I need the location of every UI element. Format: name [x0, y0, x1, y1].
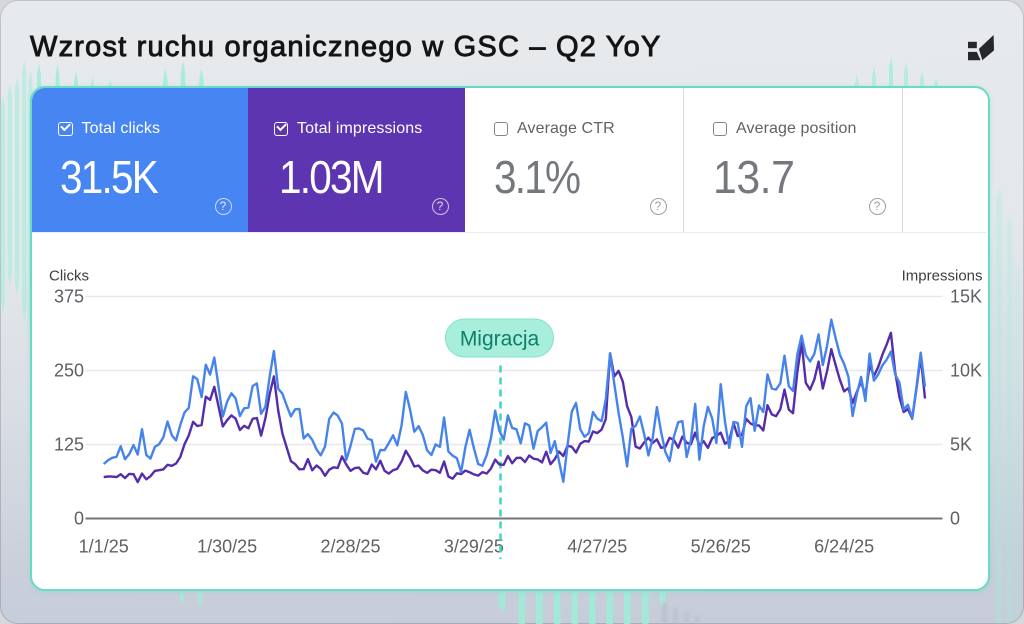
svg-text:125: 125: [54, 435, 84, 455]
svg-text:Impressions: Impressions: [902, 268, 983, 285]
svg-text:2/28/25: 2/28/25: [320, 537, 380, 557]
svg-text:3/29/25: 3/29/25: [444, 537, 504, 557]
svg-text:0: 0: [74, 509, 84, 529]
svg-text:5K: 5K: [950, 435, 972, 455]
svg-text:15K: 15K: [950, 287, 982, 307]
svg-text:10K: 10K: [950, 361, 982, 381]
svg-text:5/26/25: 5/26/25: [691, 537, 751, 557]
svg-text:1/30/25: 1/30/25: [197, 537, 257, 557]
svg-text:1/1/25: 1/1/25: [79, 537, 129, 557]
svg-text:250: 250: [54, 361, 84, 381]
svg-text:4/27/25: 4/27/25: [567, 537, 627, 557]
svg-text:375: 375: [54, 287, 84, 307]
svg-text:0: 0: [950, 509, 960, 529]
svg-text:6/24/25: 6/24/25: [814, 537, 874, 557]
svg-text:Clicks: Clicks: [49, 268, 89, 285]
svg-text:Migracja: Migracja: [460, 328, 540, 351]
